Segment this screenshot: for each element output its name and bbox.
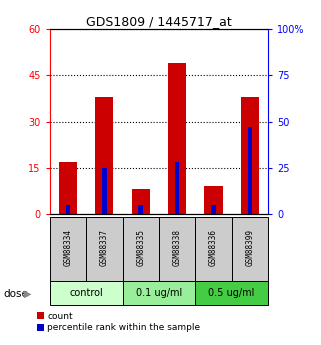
Bar	[168, 63, 186, 214]
Bar	[195, 281, 268, 305]
Bar	[175, 162, 179, 214]
Bar	[123, 217, 159, 281]
Bar	[50, 217, 86, 281]
Title: GDS1809 / 1445717_at: GDS1809 / 1445717_at	[86, 15, 232, 28]
Text: GSM88338: GSM88338	[173, 229, 182, 266]
Text: 0.5 ug/ml: 0.5 ug/ml	[208, 288, 255, 298]
Text: control: control	[69, 288, 103, 298]
Bar	[241, 97, 259, 214]
Text: GSM88335: GSM88335	[136, 229, 145, 266]
Bar	[138, 205, 143, 214]
Bar	[123, 281, 195, 305]
Bar	[247, 127, 252, 214]
Text: GSM88399: GSM88399	[245, 229, 254, 266]
Text: GSM88334: GSM88334	[64, 229, 73, 266]
Bar	[86, 217, 123, 281]
Bar	[132, 189, 150, 214]
Bar	[195, 217, 232, 281]
Bar	[204, 186, 222, 214]
Bar	[232, 217, 268, 281]
Text: 0.1 ug/ml: 0.1 ug/ml	[136, 288, 182, 298]
Bar	[95, 97, 113, 214]
Bar	[66, 205, 70, 214]
Bar	[102, 168, 107, 214]
Legend: count, percentile rank within the sample: count, percentile rank within the sample	[37, 312, 201, 332]
Bar	[211, 205, 216, 214]
Text: GSM88337: GSM88337	[100, 229, 109, 266]
Text: ▶: ▶	[24, 289, 31, 299]
Text: GSM88336: GSM88336	[209, 229, 218, 266]
Bar	[59, 161, 77, 214]
Bar	[159, 217, 195, 281]
Text: dose: dose	[3, 289, 28, 299]
Bar	[50, 281, 123, 305]
